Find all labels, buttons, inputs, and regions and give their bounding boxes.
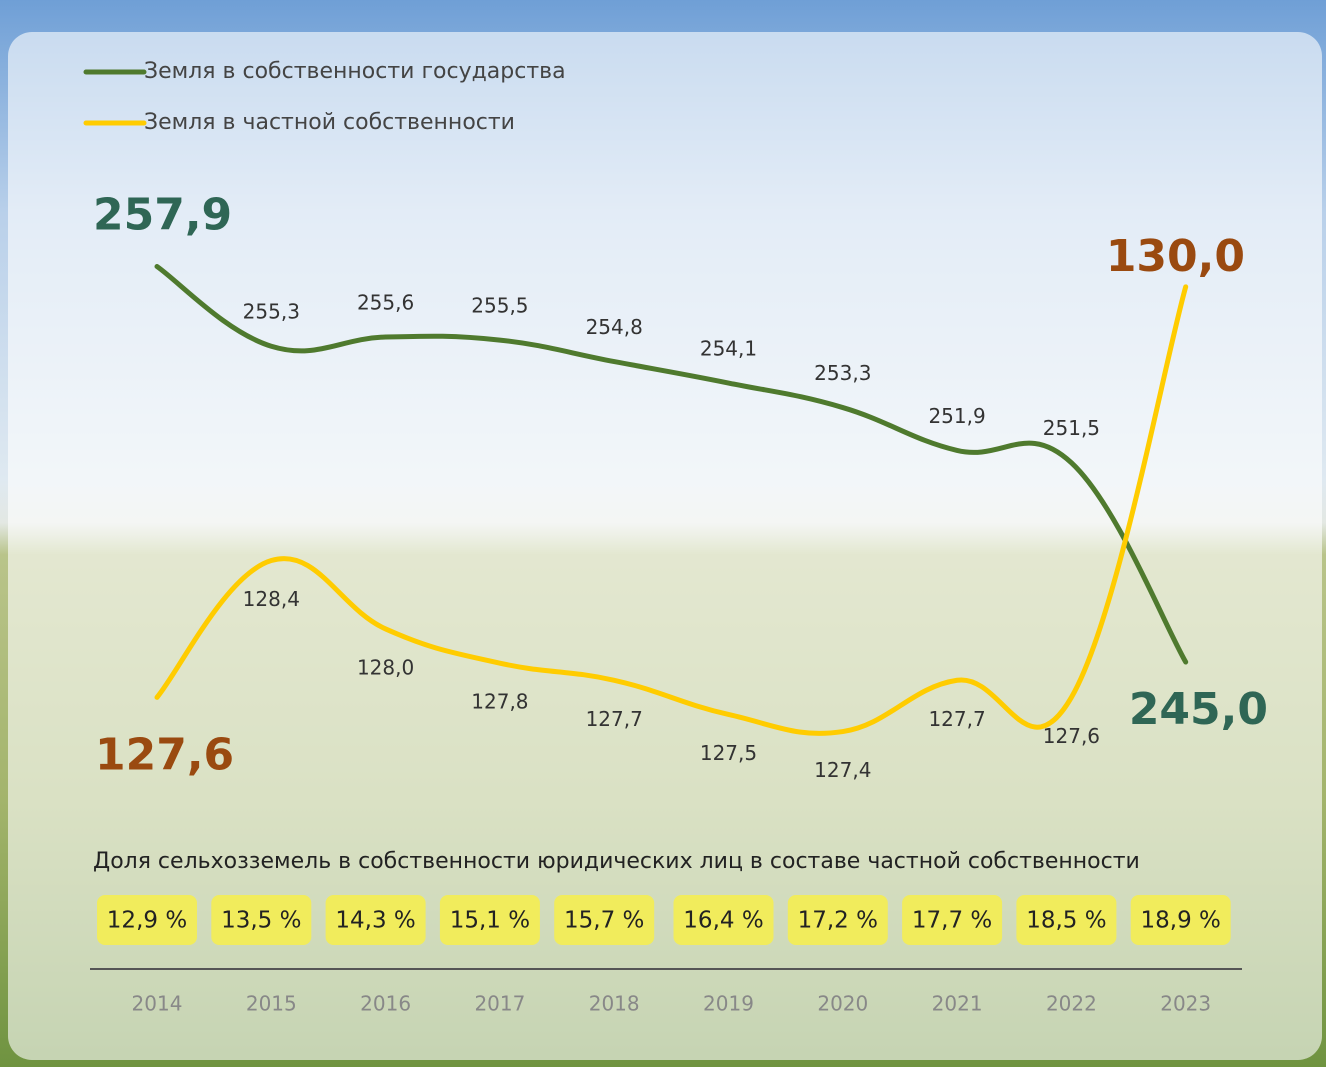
- value-label: 128,4: [243, 587, 300, 611]
- share-label: 18,5 %: [1026, 908, 1106, 934]
- value-label: 253,3: [814, 361, 871, 385]
- share-label: 14,3 %: [335, 908, 415, 934]
- x-tick-label: 2018: [589, 992, 640, 1016]
- legend-label: Земля в частной собственности: [144, 110, 515, 135]
- value-label: 251,9: [928, 404, 985, 428]
- share-label: 15,1 %: [450, 908, 530, 934]
- x-tick-label: 2020: [817, 992, 868, 1016]
- value-label-large: 130,0: [1106, 231, 1245, 282]
- value-label-large: 127,6: [95, 729, 234, 780]
- share-label: 12,9 %: [107, 908, 187, 934]
- value-label: 128,0: [357, 655, 414, 679]
- value-label: 127,6: [1043, 724, 1100, 748]
- value-label-large: 257,9: [93, 190, 232, 241]
- value-label-large: 245,0: [1129, 684, 1268, 735]
- value-label: 127,7: [928, 707, 985, 731]
- value-label: 127,7: [586, 707, 643, 731]
- value-label: 254,1: [700, 337, 757, 361]
- value-label: 255,3: [243, 300, 300, 324]
- share-label: 16,4 %: [683, 908, 763, 934]
- legend-label: Земля в собственности государства: [144, 59, 566, 84]
- share-label: 18,9 %: [1141, 908, 1221, 934]
- x-tick-label: 2019: [703, 992, 754, 1016]
- value-label: 127,5: [700, 741, 757, 765]
- value-label: 127,8: [471, 690, 528, 714]
- value-label: 127,4: [814, 758, 871, 782]
- x-tick-label: 2016: [360, 992, 411, 1016]
- share-label: 13,5 %: [221, 908, 301, 934]
- chart: Доля сельхозземель в собственности юриди…: [0, 0, 1326, 1067]
- x-tick-label: 2021: [932, 992, 983, 1016]
- value-label: 255,6: [357, 291, 414, 315]
- x-tick-label: 2017: [474, 992, 525, 1016]
- x-tick-label: 2022: [1046, 992, 1097, 1016]
- share-label: 15,7 %: [564, 908, 644, 934]
- value-label: 254,8: [586, 315, 643, 339]
- share-label: 17,7 %: [912, 908, 992, 934]
- value-label: 255,5: [471, 294, 528, 318]
- share-title: Доля сельхозземель в собственности юриди…: [93, 849, 1140, 874]
- x-tick-label: 2023: [1160, 992, 1211, 1016]
- x-tick-label: 2015: [246, 992, 297, 1016]
- share-label: 17,2 %: [798, 908, 878, 934]
- value-label: 251,5: [1043, 416, 1100, 440]
- x-tick-label: 2014: [132, 992, 183, 1016]
